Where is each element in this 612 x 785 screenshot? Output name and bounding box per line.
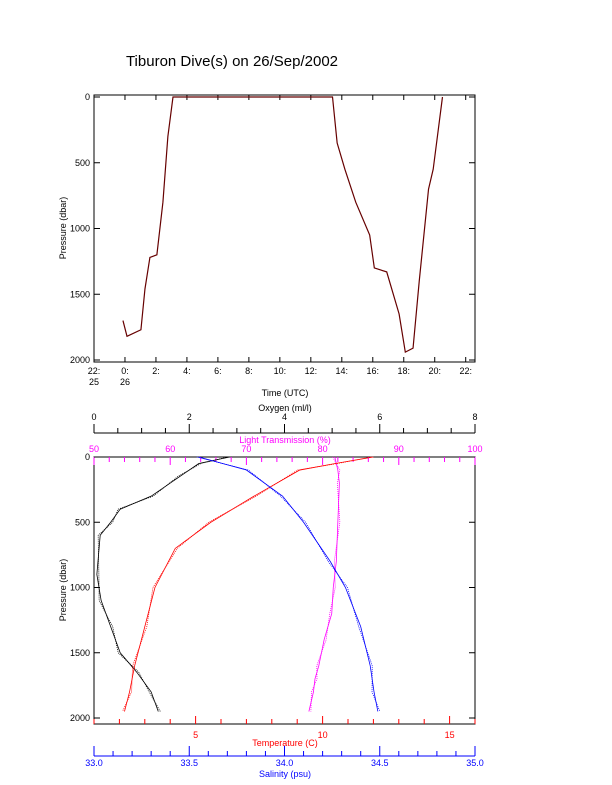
x-tick-sublabel: 25	[89, 377, 99, 387]
x-tick-label: 6:	[214, 366, 222, 376]
oxygen-profile	[96, 456, 230, 712]
y-tick-label: 1500	[70, 289, 90, 299]
transmission-tick-label: 100	[467, 444, 482, 454]
temperature-tick-label: 10	[318, 730, 328, 740]
x-tick-label: 20:	[428, 366, 441, 376]
plot2-frame	[93, 456, 476, 725]
oxygen-tick-label: 6	[377, 412, 382, 422]
oxygen-tick-label: 0	[91, 412, 96, 422]
y-tick-label: 500	[75, 158, 90, 168]
y-tick-label: 1000	[70, 583, 90, 593]
transmission-tick-label: 50	[89, 444, 99, 454]
transmission-tick-label: 70	[241, 444, 251, 454]
x-tick-label: 14:	[336, 366, 349, 376]
light-transmission-profile	[308, 456, 340, 712]
salinity-tick-label: 33.0	[85, 758, 103, 768]
salinity-profile	[198, 456, 379, 712]
pressure-line	[122, 96, 444, 354]
oxygen-profile	[97, 456, 228, 712]
x-axis-label: Time (UTC)	[262, 388, 309, 398]
x-tick-label: 22:	[459, 366, 472, 376]
oxygen-tick-label: 8	[472, 412, 477, 422]
x-tick-label: 2:	[152, 366, 160, 376]
oxygen-tick-label: 4	[282, 412, 287, 422]
temperature-tick-label: 5	[193, 730, 198, 740]
y-tick-label: 0	[85, 452, 90, 462]
chart-title: Tiburon Dive(s) on 26/Sep/2002	[126, 53, 338, 70]
y-tick-label: 1500	[70, 648, 90, 658]
y-tick-label: 2000	[70, 713, 90, 723]
salinity-tick-label: 34.0	[276, 758, 294, 768]
y-tick-label: 1000	[70, 224, 90, 234]
salinity-axis-label: Salinity (psu)	[259, 769, 311, 779]
salinity-tick-label: 35.0	[466, 758, 484, 768]
transmission-tick-label: 80	[318, 444, 328, 454]
transmission-tick-label: 90	[394, 444, 404, 454]
temperature-profile	[124, 456, 374, 712]
salinity-tick-label: 34.5	[371, 758, 389, 768]
y-tick-label: 500	[75, 517, 90, 527]
y-tick-label: 2000	[70, 355, 90, 365]
transmission-axis-label: Light Transmission (%)	[239, 435, 331, 445]
transmission-tick-label: 60	[165, 444, 175, 454]
x-tick-label: 16:	[367, 366, 380, 376]
x-tick-label: 4:	[183, 366, 191, 376]
oxygen-tick-label: 2	[187, 412, 192, 422]
y-axis-label: Pressure (dbar)	[58, 197, 68, 260]
temperature-axis-label: Temperature (C)	[252, 738, 318, 748]
salinity-profile	[196, 456, 381, 712]
y-tick-label: 0	[85, 92, 90, 102]
temperature-tick-label: 15	[445, 730, 455, 740]
y-axis-label: Pressure (dbar)	[58, 559, 68, 622]
x-tick-sublabel: 26	[120, 377, 130, 387]
plot1-frame	[93, 94, 476, 363]
x-tick-label: 22:	[88, 366, 101, 376]
light-transmission-profile	[310, 456, 341, 712]
oxygen-axis-label: Oxygen (ml/l)	[258, 403, 312, 413]
x-tick-label: 8:	[245, 366, 253, 376]
temperature-profile	[122, 456, 372, 712]
x-tick-label: 10:	[274, 366, 287, 376]
x-tick-label: 0:	[121, 366, 129, 376]
x-tick-label: 18:	[397, 366, 410, 376]
x-tick-label: 12:	[305, 366, 318, 376]
salinity-tick-label: 33.5	[180, 758, 198, 768]
